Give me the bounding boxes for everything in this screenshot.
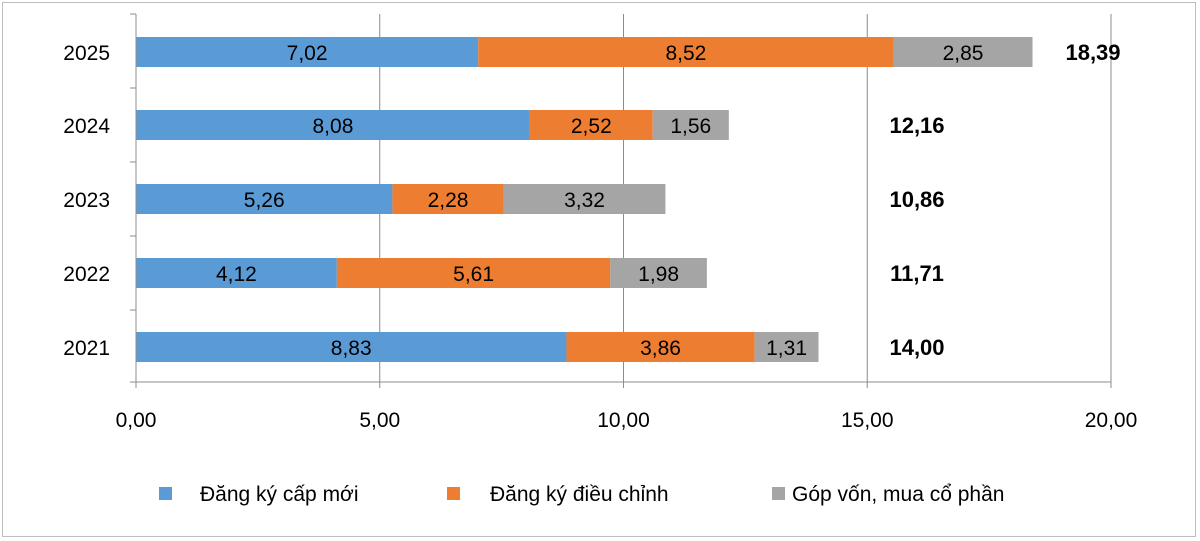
data-label: 5,26 (244, 189, 285, 212)
bar-segment (503, 184, 666, 214)
legend-label: Đăng ký điều chỉnh (490, 483, 669, 506)
bar-segment (893, 37, 1033, 67)
data-label: 8,83 (331, 337, 372, 360)
bar-segment (478, 37, 894, 67)
bar-segment (754, 332, 819, 362)
total-label: 11,71 (890, 261, 944, 286)
data-label: 3,86 (640, 337, 681, 360)
bar-segment (652, 110, 729, 140)
legend-swatch (447, 487, 460, 500)
total-label: 12,16 (889, 113, 944, 138)
legend-label: Đăng ký cấp mới (200, 483, 359, 506)
data-label: 2,28 (428, 189, 469, 212)
data-label: 7,02 (287, 42, 328, 65)
legend-swatch (159, 487, 172, 500)
bar-segment (336, 258, 611, 288)
data-label: 2,52 (571, 115, 612, 138)
axes: 0,00 5,00 10,00 15,00 20,00 2025 2024 2023 2022 2… (63, 13, 1138, 432)
bar-segment (529, 110, 653, 140)
bar-segment (136, 37, 479, 67)
bar-segment (136, 332, 567, 362)
legend-swatch (772, 487, 785, 500)
data-label: 2,85 (943, 42, 984, 65)
bars (136, 37, 1033, 362)
category-label: 2025 (63, 42, 110, 65)
data-label: 1,56 (670, 115, 711, 138)
x-tick-label: 5,00 (359, 409, 400, 432)
x-tick-label: 20,00 (1085, 409, 1138, 432)
bar-segment (136, 258, 337, 288)
bar-segment (136, 184, 393, 214)
bar-segment (566, 332, 755, 362)
category-label: 2022 (63, 263, 110, 286)
legend-label: Góp vốn, mua cổ phần (792, 483, 1004, 506)
bar-segment (610, 258, 707, 288)
x-tick-label: 10,00 (597, 409, 650, 432)
total-label: 18,39 (1065, 40, 1120, 65)
bar-segment (392, 184, 504, 214)
total-label: 14,00 (889, 335, 944, 360)
data-label: 5,61 (453, 263, 494, 286)
data-label: 1,98 (638, 263, 679, 286)
x-tick-label: 15,00 (841, 409, 894, 432)
data-label: 8,52 (665, 42, 706, 65)
category-label: 2021 (63, 337, 110, 360)
legend: Đăng ký cấp mới Đăng ký điều chỉnh Góp vốn… (159, 483, 1004, 506)
category-label: 2023 (63, 189, 110, 212)
bar-segment (136, 110, 530, 140)
labels: 7,02 8,52 2,85 8,08 2,52 1,56 5,26 2,28 3,32 4,12… (216, 40, 1121, 360)
data-label: 3,32 (564, 189, 605, 212)
category-label: 2024 (63, 115, 110, 138)
total-label: 10,86 (889, 187, 944, 212)
data-label: 1,31 (766, 337, 807, 360)
data-label: 4,12 (216, 263, 257, 286)
data-label: 8,08 (313, 115, 354, 138)
x-tick-label: 0,00 (116, 409, 157, 432)
